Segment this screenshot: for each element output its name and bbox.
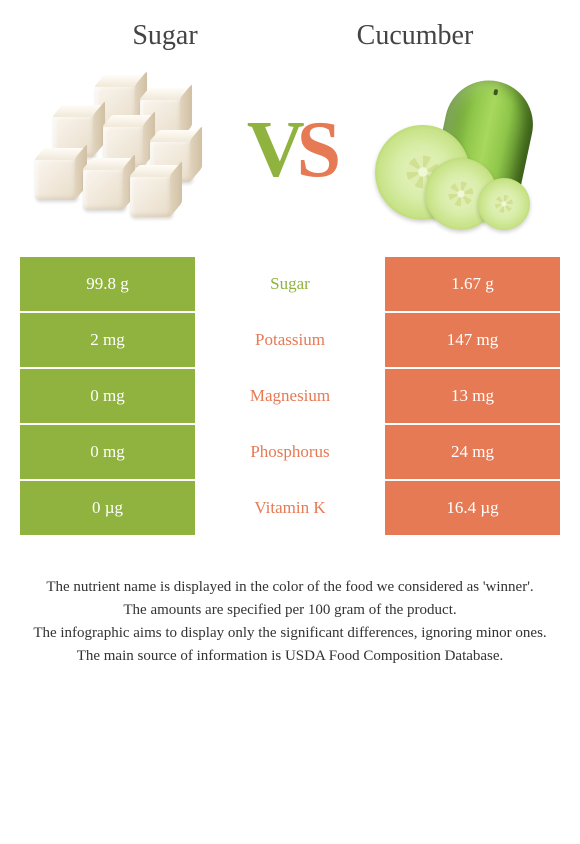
right-value-cell: 24 mg <box>385 425 560 479</box>
nutrient-name-cell: Magnesium <box>195 369 385 423</box>
note-line: The nutrient name is displayed in the co… <box>30 577 550 598</box>
table-row: 0 µgVitamin K16.4 µg <box>20 481 560 537</box>
note-line: The amounts are specified per 100 gram o… <box>30 600 550 621</box>
table-row: 0 mgPhosphorus24 mg <box>20 425 560 481</box>
sugar-cubes-icon <box>35 80 205 220</box>
vs-s-letter: S <box>297 110 334 190</box>
right-food-image <box>370 70 550 230</box>
left-value-cell: 0 µg <box>20 481 195 535</box>
footer-notes: The nutrient name is displayed in the co… <box>10 567 570 679</box>
nutrient-name-cell: Potassium <box>195 313 385 367</box>
infographic-container: Sugar Cucumber VS <box>0 0 580 844</box>
table-row: 0 mgMagnesium13 mg <box>20 369 560 425</box>
table-row: 99.8 gSugar1.67 g <box>20 257 560 313</box>
left-value-cell: 2 mg <box>20 313 195 367</box>
right-value-cell: 16.4 µg <box>385 481 560 535</box>
left-food-title: Sugar <box>40 20 290 52</box>
right-value-cell: 147 mg <box>385 313 560 367</box>
table-row: 2 mgPotassium147 mg <box>20 313 560 369</box>
right-food-title: Cucumber <box>290 20 540 52</box>
right-value-cell: 13 mg <box>385 369 560 423</box>
hero-row: VS <box>10 67 570 257</box>
cucumber-icon <box>370 70 550 230</box>
header: Sugar Cucumber <box>10 20 570 52</box>
vs-label: VS <box>247 110 333 190</box>
left-value-cell: 0 mg <box>20 369 195 423</box>
vs-v-letter: V <box>247 110 297 190</box>
nutrient-name-cell: Phosphorus <box>195 425 385 479</box>
left-value-cell: 0 mg <box>20 425 195 479</box>
right-value-cell: 1.67 g <box>385 257 560 311</box>
note-line: The infographic aims to display only the… <box>30 623 550 644</box>
nutrient-name-cell: Sugar <box>195 257 385 311</box>
left-food-image <box>30 70 210 230</box>
left-value-cell: 99.8 g <box>20 257 195 311</box>
nutrient-table: 99.8 gSugar1.67 g2 mgPotassium147 mg0 mg… <box>20 257 560 537</box>
note-line: The main source of information is USDA F… <box>30 646 550 667</box>
nutrient-name-cell: Vitamin K <box>195 481 385 535</box>
